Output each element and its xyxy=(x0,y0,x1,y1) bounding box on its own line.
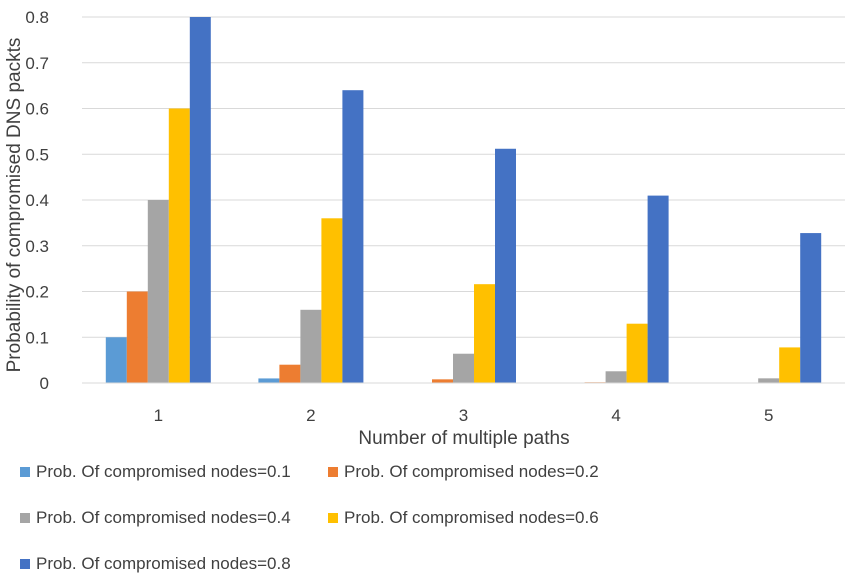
legend-item-series-5: Prob. Of compromised nodes=0.8 xyxy=(20,554,291,574)
legend-label: Prob. Of compromised nodes=0.8 xyxy=(36,554,291,574)
bar-series-4-cat-1 xyxy=(169,109,190,384)
y-tick-label: 0.5 xyxy=(25,145,49,164)
bar-series-4-cat-4 xyxy=(627,324,648,383)
legend-item-series-4: Prob. Of compromised nodes=0.6 xyxy=(328,508,599,528)
x-axis-title: Number of multiple paths xyxy=(358,428,569,449)
bar-series-5-cat-1 xyxy=(190,17,211,383)
legend-label: Prob. Of compromised nodes=0.6 xyxy=(344,508,599,528)
legend-swatch xyxy=(20,559,30,569)
y-axis-title: Probability of compromised DNS packts xyxy=(4,38,25,373)
legend-swatch xyxy=(20,467,30,477)
y-tick-label: 0.7 xyxy=(25,54,49,73)
x-tick-label: 2 xyxy=(306,406,315,425)
y-tick-label: 0.6 xyxy=(25,100,49,119)
bar-series-4-cat-5 xyxy=(779,347,800,383)
bar-series-4-cat-2 xyxy=(321,218,342,383)
legend-item-series-2: Prob. Of compromised nodes=0.2 xyxy=(328,462,599,482)
y-tick-label: 0.2 xyxy=(25,283,49,302)
bar-series-5-cat-2 xyxy=(342,90,363,383)
bar-series-1-cat-1 xyxy=(106,337,127,383)
y-tick-label: 0.1 xyxy=(25,328,49,347)
x-tick-label: 1 xyxy=(154,406,163,425)
bar-series-3-cat-2 xyxy=(300,310,321,383)
bar-series-5-cat-4 xyxy=(648,196,669,383)
chart-svg: 0 0.1 0.2 0.3 0.4 0.5 0.6 0.7 0.8 1 2 3 4 5 Probabili… xyxy=(0,0,848,460)
legend-item-series-3: Prob. Of compromised nodes=0.4 xyxy=(20,508,291,528)
legend-swatch xyxy=(328,467,338,477)
x-tick-label: 5 xyxy=(764,406,773,425)
legend-label: Prob. Of compromised nodes=0.1 xyxy=(36,462,291,482)
bar-series-2-cat-3 xyxy=(432,379,453,383)
bar-series-4-cat-3 xyxy=(474,284,495,383)
y-tick-label: 0.3 xyxy=(25,237,49,256)
bar-series-3-cat-5 xyxy=(758,378,779,383)
y-tick-label: 0.4 xyxy=(25,191,49,210)
bar-series-3-cat-1 xyxy=(148,200,169,383)
bar-series-5-cat-3 xyxy=(495,149,516,383)
legend-swatch xyxy=(20,513,30,523)
legend-label: Prob. Of compromised nodes=0.4 xyxy=(36,508,291,528)
legend-label: Prob. Of compromised nodes=0.2 xyxy=(344,462,599,482)
legend-item-series-1: Prob. Of compromised nodes=0.1 xyxy=(20,462,291,482)
y-tick-label: 0 xyxy=(40,374,49,393)
legend-swatch xyxy=(328,513,338,523)
x-tick-label: 4 xyxy=(611,406,620,425)
bar-series-2-cat-1 xyxy=(127,292,148,384)
bar-series-5-cat-5 xyxy=(800,233,821,383)
bar-series-2-cat-2 xyxy=(279,365,300,383)
y-tick-label: 0.8 xyxy=(25,8,49,27)
bar-series-1-cat-2 xyxy=(258,378,279,383)
x-tick-label: 3 xyxy=(459,406,468,425)
bar-series-3-cat-3 xyxy=(453,354,474,383)
bar-series-3-cat-4 xyxy=(606,371,627,383)
